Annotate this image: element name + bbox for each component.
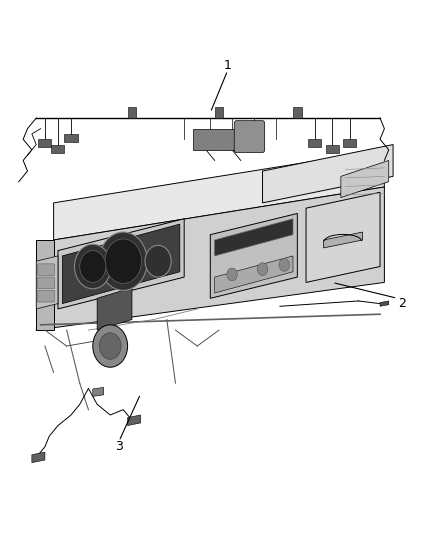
FancyBboxPatch shape bbox=[38, 264, 54, 276]
Polygon shape bbox=[127, 415, 141, 425]
FancyBboxPatch shape bbox=[38, 290, 54, 302]
Polygon shape bbox=[193, 128, 245, 150]
Polygon shape bbox=[343, 139, 356, 147]
Polygon shape bbox=[51, 144, 64, 152]
Polygon shape bbox=[215, 256, 293, 293]
FancyBboxPatch shape bbox=[234, 120, 265, 152]
Polygon shape bbox=[53, 150, 385, 240]
Polygon shape bbox=[58, 219, 184, 309]
Text: 2: 2 bbox=[398, 297, 406, 310]
Polygon shape bbox=[97, 288, 132, 330]
Circle shape bbox=[80, 251, 106, 282]
Polygon shape bbox=[323, 232, 363, 248]
Text: 1: 1 bbox=[224, 59, 232, 71]
Circle shape bbox=[99, 232, 147, 290]
Circle shape bbox=[105, 239, 141, 284]
Circle shape bbox=[93, 325, 127, 367]
Polygon shape bbox=[36, 240, 53, 330]
Polygon shape bbox=[210, 214, 297, 298]
FancyBboxPatch shape bbox=[38, 277, 54, 289]
Polygon shape bbox=[64, 134, 78, 142]
Polygon shape bbox=[215, 108, 223, 118]
Circle shape bbox=[74, 244, 111, 289]
Polygon shape bbox=[325, 144, 339, 152]
Text: 3: 3 bbox=[115, 440, 123, 453]
Polygon shape bbox=[62, 224, 180, 304]
Circle shape bbox=[145, 245, 171, 277]
Circle shape bbox=[227, 268, 237, 281]
Polygon shape bbox=[306, 192, 380, 282]
Polygon shape bbox=[39, 139, 51, 147]
Polygon shape bbox=[341, 160, 389, 198]
Polygon shape bbox=[36, 256, 58, 309]
Polygon shape bbox=[293, 108, 302, 118]
Circle shape bbox=[279, 259, 290, 271]
Polygon shape bbox=[308, 139, 321, 147]
Circle shape bbox=[99, 333, 121, 359]
Polygon shape bbox=[127, 108, 136, 118]
Polygon shape bbox=[93, 387, 104, 397]
Circle shape bbox=[257, 263, 268, 276]
Polygon shape bbox=[32, 452, 45, 463]
Polygon shape bbox=[262, 144, 393, 203]
Polygon shape bbox=[380, 301, 389, 306]
Polygon shape bbox=[215, 219, 293, 256]
Polygon shape bbox=[36, 187, 385, 330]
